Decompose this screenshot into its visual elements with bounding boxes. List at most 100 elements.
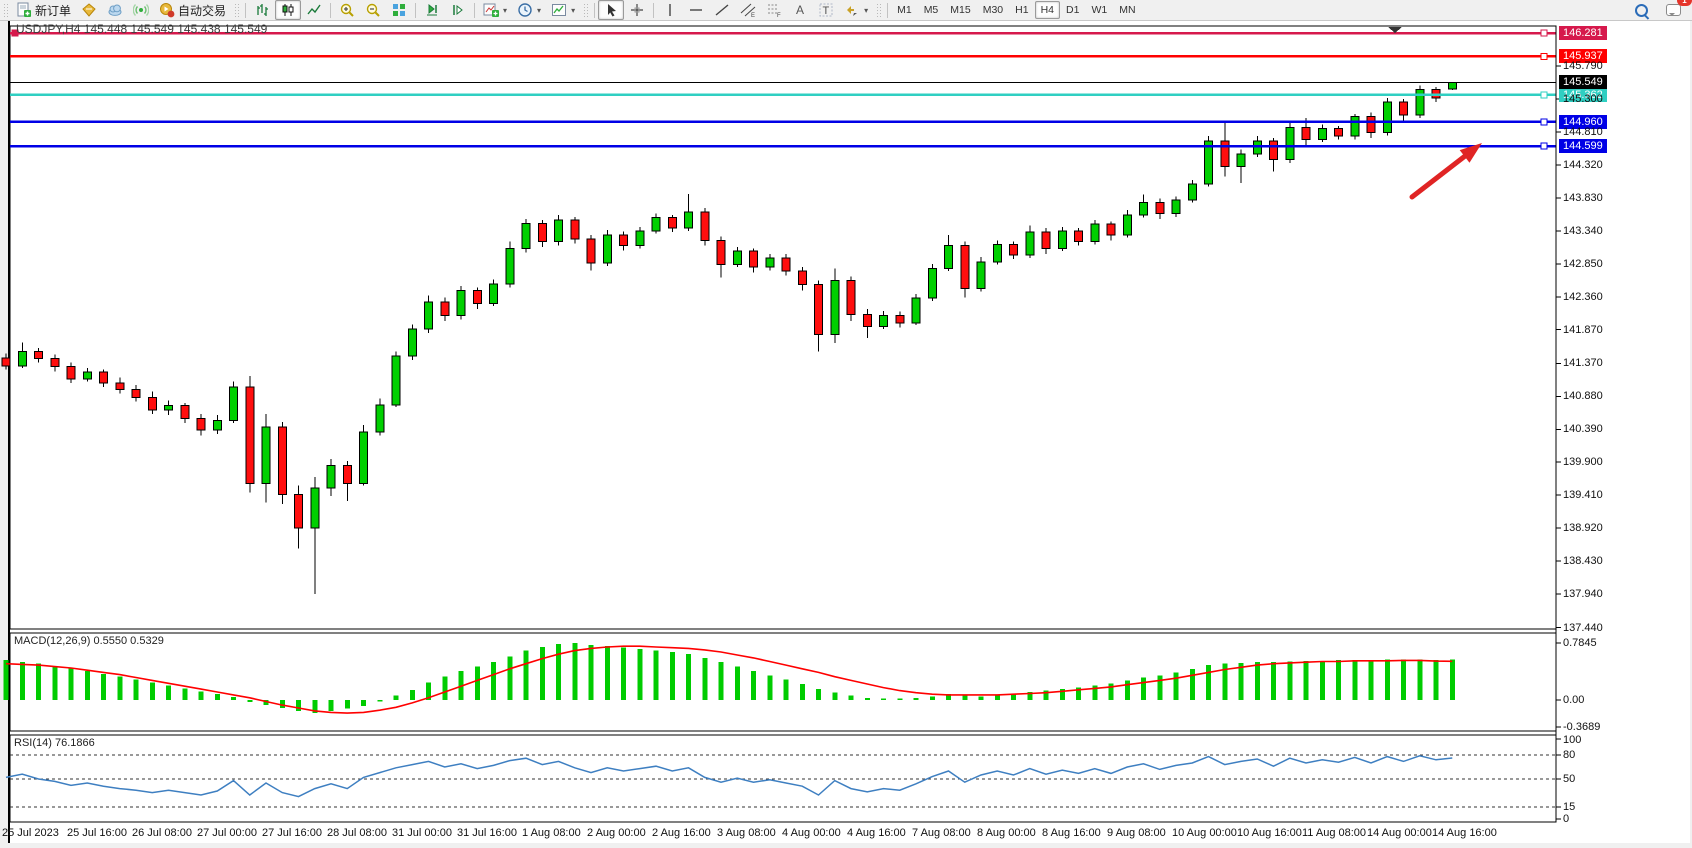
templates-button[interactable]: ▾ xyxy=(546,0,580,20)
autotrading-button[interactable]: 自动交易 xyxy=(154,0,231,20)
time-label: 3 Aug 08:00 xyxy=(717,827,776,839)
candle-body xyxy=(944,245,953,270)
time-label: 9 Aug 08:00 xyxy=(1107,827,1166,839)
timeframe-h1-button[interactable]: H1 xyxy=(1015,4,1029,16)
toolbar-grip[interactable] xyxy=(876,3,882,17)
text-button[interactable]: A xyxy=(787,0,813,20)
time-label: 28 Jul 08:00 xyxy=(327,827,387,839)
timeframe-m5-button[interactable]: M5 xyxy=(923,4,939,16)
candle-body xyxy=(765,257,775,268)
time-label: 4 Aug 16:00 xyxy=(847,827,906,839)
arrows-caret-icon: ▾ xyxy=(864,5,869,15)
price-tick-label: 141.870 xyxy=(1563,323,1603,336)
candle-body xyxy=(1220,140,1230,167)
price-line-label: 146.281 xyxy=(1559,26,1607,41)
channel-button[interactable]: E xyxy=(735,0,761,20)
timeframe-mn-button[interactable]: MN xyxy=(1119,4,1136,16)
fibonacci-button[interactable]: F xyxy=(761,0,787,20)
zoom-in-icon xyxy=(340,3,354,17)
candle-body xyxy=(1366,116,1376,134)
price-tick-label: 141.370 xyxy=(1563,357,1603,370)
rsi-tick-label: 0 xyxy=(1563,813,1570,825)
rsi-tick-label: 50 xyxy=(1563,773,1576,785)
hline-handle[interactable] xyxy=(11,29,19,37)
candle-body xyxy=(1334,128,1343,137)
svg-text:E: E xyxy=(751,13,755,18)
cursor-button[interactable] xyxy=(598,0,625,20)
search-button[interactable] xyxy=(1630,0,1653,20)
periods-button[interactable]: ▾ xyxy=(512,0,546,20)
trendline-button[interactable] xyxy=(709,0,735,20)
candle-body xyxy=(131,389,141,399)
text-label-button[interactable]: T xyxy=(813,0,839,20)
arrows-button[interactable]: ▾ xyxy=(839,0,873,20)
time-label: 26 Jul 08:00 xyxy=(132,827,192,839)
indicators-icon xyxy=(483,3,500,17)
templates-icon xyxy=(552,4,567,16)
hline-handle[interactable] xyxy=(1540,142,1548,150)
zoom-out-button[interactable] xyxy=(360,0,386,20)
macd-tick-label: -0.3689 xyxy=(1563,720,1601,733)
candle-body xyxy=(1301,126,1311,140)
candle-body xyxy=(472,290,482,305)
rsi-tick-label: 15 xyxy=(1563,801,1576,813)
hline-handle[interactable] xyxy=(1540,52,1548,60)
tile-windows-button[interactable] xyxy=(386,0,412,20)
toolbar-grip[interactable] xyxy=(234,3,240,17)
timeframe-m15-button[interactable]: M15 xyxy=(950,4,971,16)
arrow-annotation-shaft[interactable] xyxy=(1409,153,1468,200)
zoom-in-button[interactable] xyxy=(334,0,360,20)
price-tick-label: 138.920 xyxy=(1563,522,1603,535)
candle-body xyxy=(375,404,385,433)
bar-chart-button[interactable] xyxy=(249,0,275,20)
timeframe-m1-button[interactable]: M1 xyxy=(897,4,912,16)
timeframe-m30-button[interactable]: M30 xyxy=(982,4,1004,16)
price-tick-label: 139.900 xyxy=(1563,456,1603,469)
crosshair-button[interactable] xyxy=(624,0,650,20)
horizontal-line-button[interactable] xyxy=(683,0,709,20)
price-tick-label: 142.850 xyxy=(1563,257,1603,270)
indicators-button[interactable]: ▾ xyxy=(478,0,512,20)
candle-body xyxy=(554,219,563,243)
toolbar-grip[interactable] xyxy=(583,3,589,17)
macd-label: MACD(12,26,9) 0.5550 0.5329 xyxy=(14,635,164,647)
chart-shift-marker[interactable] xyxy=(1388,27,1402,33)
chart-shift-button[interactable] xyxy=(445,0,471,20)
notifications-button[interactable]: 1 xyxy=(1661,0,1692,20)
autotrading-label: 自动交易 xyxy=(178,3,227,18)
candle-body xyxy=(1204,140,1213,185)
timeframe-d1-button[interactable]: D1 xyxy=(1066,4,1080,16)
market-icon xyxy=(82,3,96,17)
vertical-line-button[interactable] xyxy=(657,0,683,20)
hline-handle[interactable] xyxy=(1540,29,1548,37)
time-label: 8 Aug 00:00 xyxy=(977,827,1036,839)
community-button[interactable] xyxy=(102,0,128,20)
signals-button[interactable] xyxy=(128,0,154,20)
rsi-line xyxy=(5,755,1453,798)
toolbar-grip[interactable] xyxy=(3,3,8,17)
candle-body xyxy=(976,261,986,290)
time-label: 1 Aug 08:00 xyxy=(522,827,581,839)
new-order-button[interactable]: 新订单 xyxy=(11,0,76,20)
candle-body xyxy=(716,239,726,266)
time-label: 14 Aug 16:00 xyxy=(1432,827,1497,839)
timeframe-h4-button[interactable]: H4 xyxy=(1034,1,1061,19)
candlestick-chart-button[interactable] xyxy=(275,0,302,20)
timeframe-w1-button[interactable]: W1 xyxy=(1091,4,1108,16)
hline-handle[interactable] xyxy=(1540,91,1548,99)
candle-body xyxy=(1285,126,1295,161)
text-icon: A xyxy=(796,3,804,17)
svg-text:F: F xyxy=(777,13,781,18)
chart-title: USDJPY,H4 145.448 145.549 145.438 145.54… xyxy=(16,22,268,36)
hline-handle[interactable] xyxy=(1540,118,1548,126)
candle-body xyxy=(359,431,368,485)
auto-scroll-button[interactable] xyxy=(419,0,445,20)
market-button[interactable] xyxy=(76,0,102,20)
price-line-label: 145.937 xyxy=(1559,49,1607,64)
candle-body xyxy=(342,465,352,485)
candle-body xyxy=(521,222,531,249)
line-chart-button[interactable] xyxy=(301,0,327,20)
rsi-tick-label: 100 xyxy=(1563,734,1582,746)
arrow-annotation-head[interactable] xyxy=(1459,143,1482,163)
